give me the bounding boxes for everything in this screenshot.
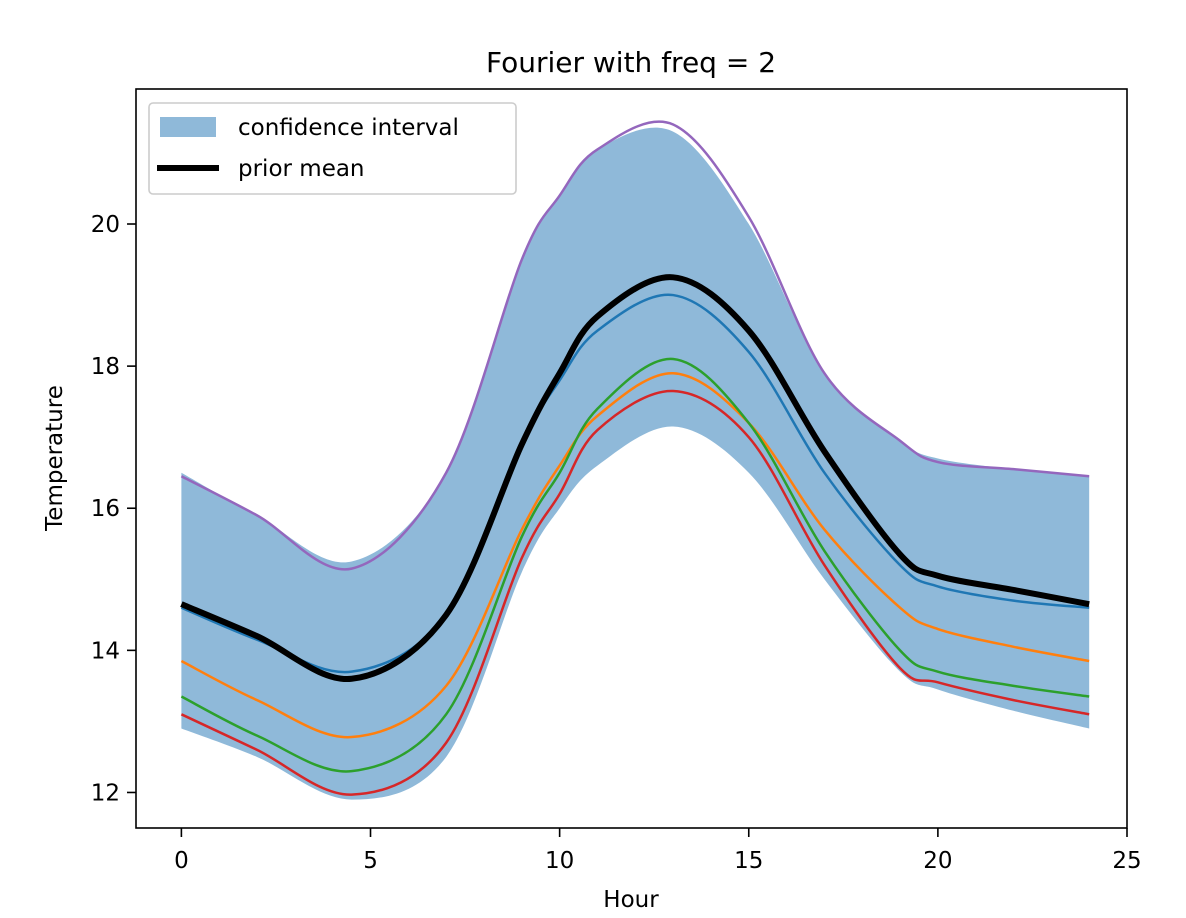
series-layer [180,120,1090,796]
x-axis-ticks: 0 5 10 15 20 25 [174,828,1142,874]
confidence-interval-band [181,127,1090,800]
prior-mean-line [180,274,1090,682]
x-tick-label: 10 [545,848,574,874]
x-tick-label: 0 [174,848,189,874]
x-tick-label: 20 [923,848,952,874]
plot-frame [135,88,1128,829]
series-3-line [180,371,1090,739]
x-tick-label: 25 [1112,848,1141,874]
legend-swatch-confidence-interval [160,117,216,137]
y-axis-ticks: 12 14 16 18 20 [91,212,136,806]
confidence-band-layer [181,127,1090,800]
x-tick-label: 5 [363,848,378,874]
x-axis-label: Hour [603,887,659,913]
y-tick-label: 18 [91,354,120,380]
legend: confidence interval prior mean [148,102,517,195]
legend-frame [148,102,517,195]
y-tick-label: 20 [91,212,120,238]
series-5-line [180,389,1090,796]
y-tick-label: 16 [91,496,120,522]
y-tick-label: 14 [91,638,120,664]
y-axis-label: Temperature [42,385,68,532]
legend-label-prior-mean: prior mean [238,156,365,182]
legend-label-confidence-interval: confidence interval [238,115,459,141]
series-2-line [180,293,1090,674]
chart-title: Fourier with freq = 2 [486,46,776,79]
series-4-line [180,357,1090,773]
series-1-line [180,120,1090,571]
y-tick-label: 12 [91,780,120,806]
x-tick-label: 15 [734,848,763,874]
